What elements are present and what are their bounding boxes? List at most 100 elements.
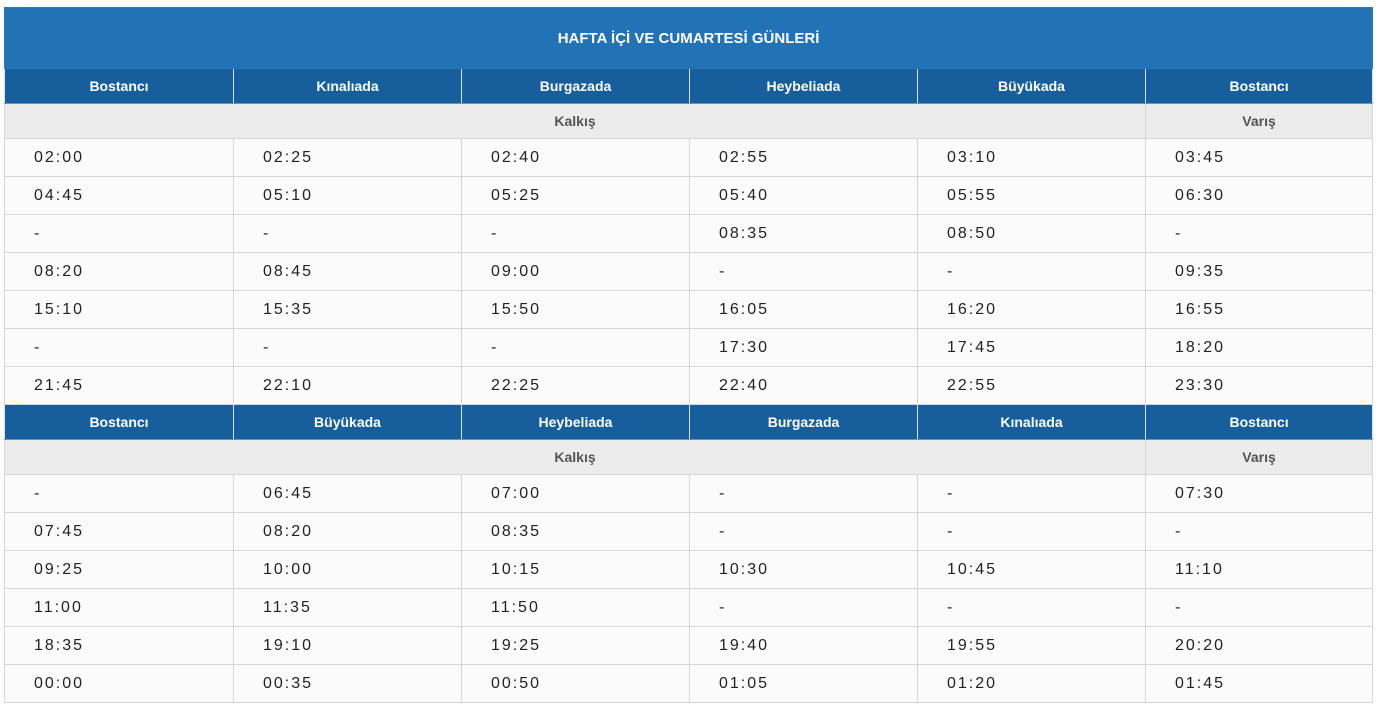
time-cell: 11:50: [461, 588, 690, 627]
time-cell: 16:20: [917, 290, 1146, 329]
stop-header: Burgazada: [689, 404, 918, 440]
time-cell: 21:45: [4, 366, 234, 405]
time-cell: 08:20: [233, 512, 462, 551]
time-cell: -: [689, 252, 918, 291]
table-row: 15:10 15:35 15:50 16:05 16:20 16:55: [4, 290, 1374, 329]
stops-header-row: Bostancı Büyükada Heybeliada Burgazada Kınal…: [4, 404, 1374, 440]
time-cell: -: [689, 474, 918, 513]
time-cell: -: [461, 214, 690, 253]
time-cell: 18:35: [4, 626, 234, 665]
timetable-title: HAFTA İÇİ VE CUMARTESİ GÜNLERİ: [3, 7, 1374, 69]
timetable-container: HAFTA İÇİ VE CUMARTESİ GÜNLERİ Bostancı K…: [3, 7, 1374, 703]
time-cell: -: [917, 474, 1146, 513]
time-cell: 22:40: [689, 366, 918, 405]
time-cell: 18:20: [1144, 328, 1374, 367]
time-cell: -: [1144, 512, 1374, 551]
time-cell: -: [233, 214, 462, 253]
ferry-timetable: HAFTA İÇİ VE CUMARTESİ GÜNLERİ Bostancı K…: [3, 7, 1374, 703]
time-cell: 22:10: [233, 366, 462, 405]
table-row: 02:00 02:25 02:40 02:55 03:10 03:45: [4, 138, 1374, 177]
time-cell: -: [4, 474, 234, 513]
departure-label: Kalkış: [4, 439, 1146, 475]
time-cell: 01:20: [917, 664, 1146, 703]
time-cell: 05:55: [917, 176, 1146, 215]
time-cell: 17:30: [689, 328, 918, 367]
time-cell: 08:20: [4, 252, 234, 291]
time-cell: 04:45: [4, 176, 234, 215]
time-cell: -: [1144, 588, 1374, 627]
table-row: 11:00 11:35 11:50- - -: [4, 588, 1374, 627]
time-cell: 11:35: [233, 588, 462, 627]
stop-header: Heybeliada: [461, 404, 690, 440]
time-cell: 05:10: [233, 176, 462, 215]
stop-header: Burgazada: [461, 68, 690, 104]
stop-header: Kınalıada: [233, 68, 462, 104]
time-cell: 16:55: [1144, 290, 1374, 329]
time-cell: -: [689, 512, 918, 551]
time-cell: -: [4, 328, 234, 367]
time-cell: 16:05: [689, 290, 918, 329]
time-cell: 17:45: [917, 328, 1146, 367]
time-cell: 15:35: [233, 290, 462, 329]
time-cell: 10:30: [689, 550, 918, 589]
time-cell: 11:00: [4, 588, 234, 627]
time-cell: 23:30: [1144, 366, 1374, 405]
time-cell: -: [233, 328, 462, 367]
time-cell: 19:25: [461, 626, 690, 665]
stop-header: Bostancı: [1144, 404, 1374, 440]
time-cell: 10:45: [917, 550, 1146, 589]
time-cell: 19:40: [689, 626, 918, 665]
time-cell: 10:00: [233, 550, 462, 589]
time-cell: 09:25: [4, 550, 234, 589]
time-cell: 00:00: [4, 664, 234, 703]
stop-header: Kınalıada: [917, 404, 1146, 440]
time-cell: 01:05: [689, 664, 918, 703]
table-row: 08:20 08:45 09:00- -09:35: [4, 252, 1374, 291]
time-cell: 22:55: [917, 366, 1146, 405]
time-cell: 10:15: [461, 550, 690, 589]
time-cell: 05:25: [461, 176, 690, 215]
departure-arrival-row: Kalkış Varış: [4, 439, 1374, 475]
time-cell: 08:50: [917, 214, 1146, 253]
stops-header-row: Bostancı Kınalıada Burgazada Heybeliada Büyü…: [4, 68, 1374, 104]
time-cell: -: [461, 328, 690, 367]
time-cell: -: [917, 588, 1146, 627]
time-cell: 01:45: [1144, 664, 1374, 703]
stop-header: Bostancı: [4, 404, 234, 440]
stop-header: Bostancı: [1144, 68, 1374, 104]
time-cell: 05:40: [689, 176, 918, 215]
table-row: 04:45 05:10 05:25 05:40 05:55 06:30: [4, 176, 1374, 215]
stop-header: Bostancı: [4, 68, 234, 104]
time-cell: 07:30: [1144, 474, 1374, 513]
stop-header: Büyükada: [233, 404, 462, 440]
time-cell: 00:35: [233, 664, 462, 703]
time-cell: -: [917, 512, 1146, 551]
time-cell: 08:35: [461, 512, 690, 551]
time-cell: 02:55: [689, 138, 918, 177]
time-cell: -: [4, 214, 234, 253]
stop-header: Büyükada: [917, 68, 1146, 104]
time-cell: 08:45: [233, 252, 462, 291]
table-row: 07:45 08:20 08:35- - -: [4, 512, 1374, 551]
time-cell: -: [917, 252, 1146, 291]
time-cell: 11:10: [1144, 550, 1374, 589]
time-cell: 19:55: [917, 626, 1146, 665]
table-row: - - -08:35 08:50-: [4, 214, 1374, 253]
arrival-label: Varış: [1144, 103, 1374, 139]
table-row: - - -17:30 17:45 18:20: [4, 328, 1374, 367]
departure-label: Kalkış: [4, 103, 1146, 139]
time-cell: 15:50: [461, 290, 690, 329]
table-row: -06:45 07:00- -07:30: [4, 474, 1374, 513]
time-cell: 02:25: [233, 138, 462, 177]
time-cell: 07:45: [4, 512, 234, 551]
time-cell: 09:00: [461, 252, 690, 291]
time-cell: 06:45: [233, 474, 462, 513]
time-cell: 00:50: [461, 664, 690, 703]
table-row: 00:00 00:35 00:50 01:05 01:20 01:45: [4, 664, 1374, 703]
time-cell: 02:40: [461, 138, 690, 177]
time-cell: 08:35: [689, 214, 918, 253]
timetable-body: Bostancı Kınalıada Burgazada Heybeliada Büyü…: [4, 68, 1374, 703]
time-cell: 03:45: [1144, 138, 1374, 177]
time-cell: -: [689, 588, 918, 627]
stop-header: Heybeliada: [689, 68, 918, 104]
